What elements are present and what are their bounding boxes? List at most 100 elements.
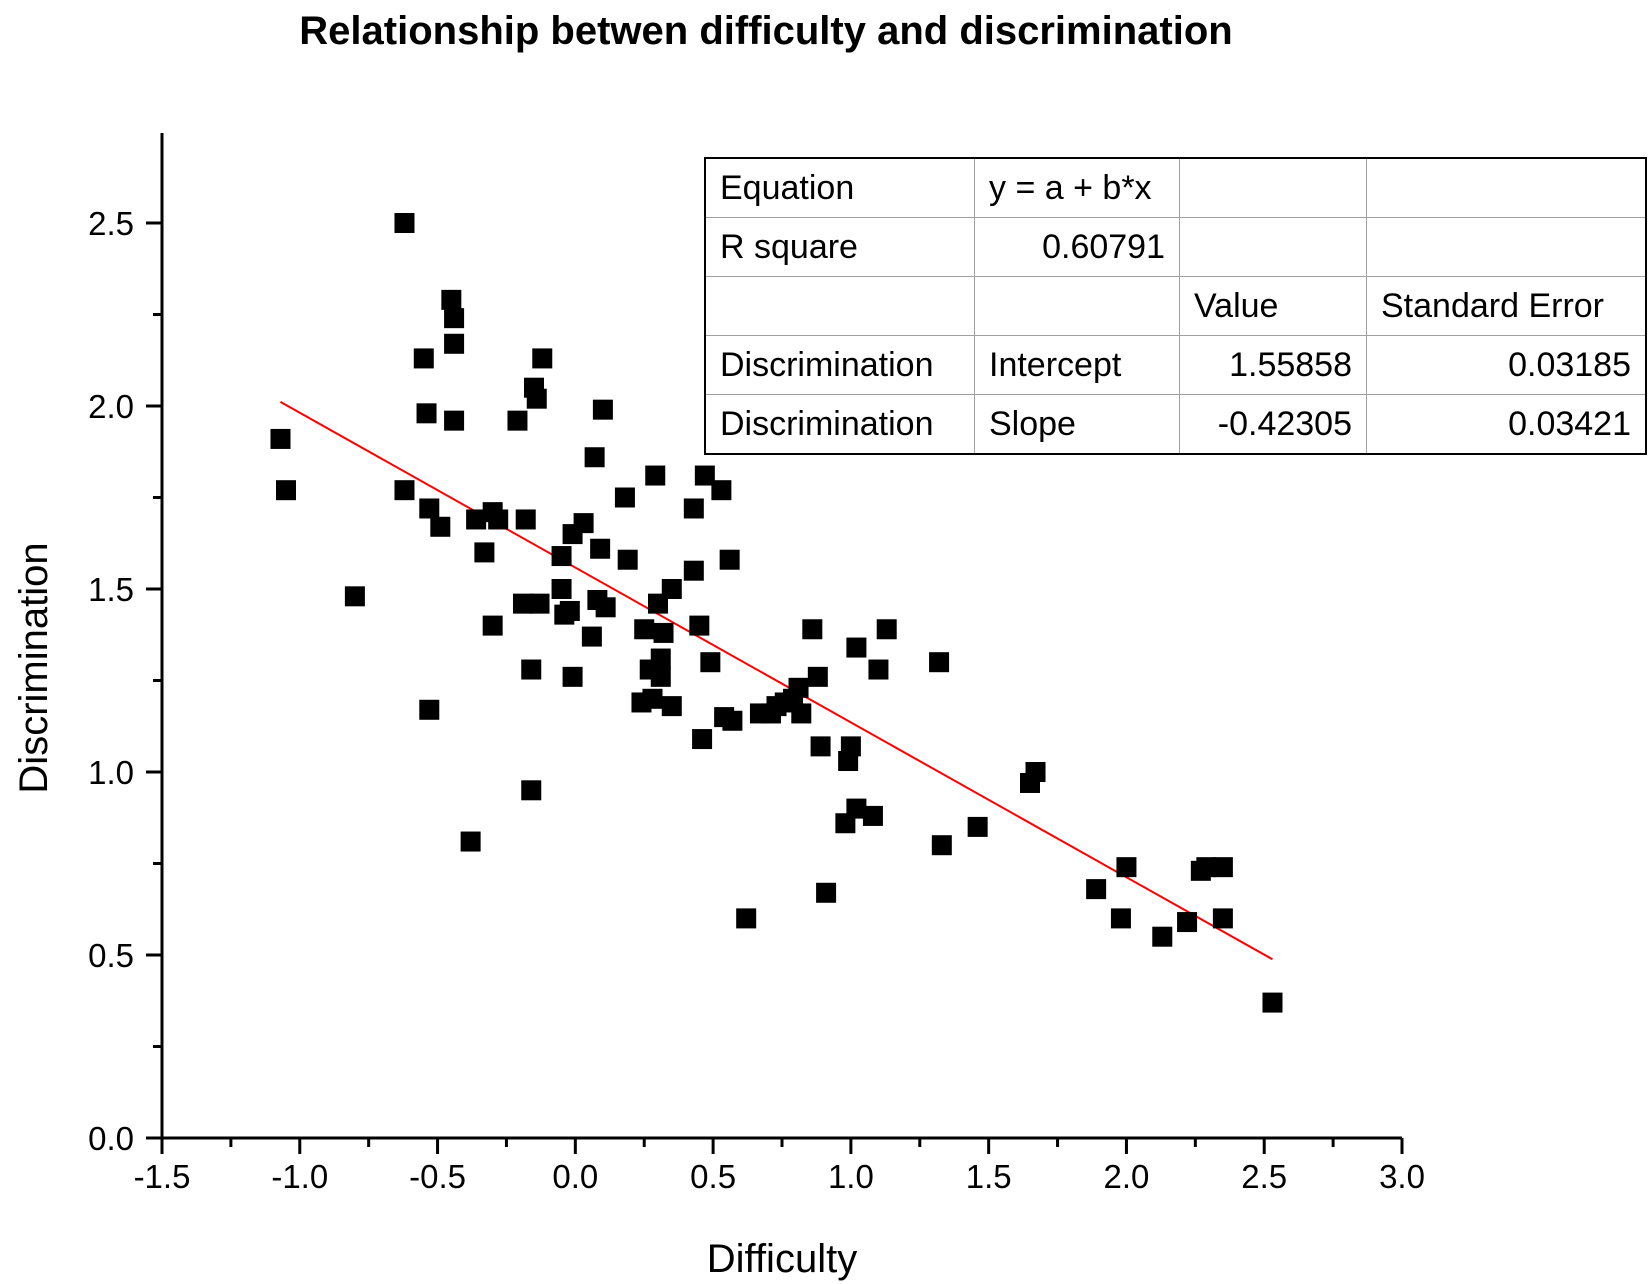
data-point [1262,992,1283,1013]
data-point [650,666,671,687]
data-point [1152,926,1173,947]
data-point [614,487,635,508]
y-tick-label: 0.0 [88,1120,134,1157]
data-point [430,516,451,537]
data-point [617,549,638,570]
table-cell [1179,217,1367,277]
data-point [444,410,465,431]
table-header-cell: Value [1179,276,1367,336]
data-point [1196,857,1217,878]
table-cell: 0.03421 [1366,394,1647,455]
x-tick-label: -0.5 [409,1158,466,1195]
data-point [512,593,533,614]
data-point [474,542,495,563]
data-point [634,619,655,640]
data-point [736,908,757,929]
data-point [441,289,462,310]
data-point [394,480,415,501]
data-point [661,696,682,717]
y-tick-label: 1.0 [88,754,134,791]
data-point [711,480,732,501]
data-point [521,659,542,680]
data-point [1177,912,1198,933]
table-row: Equation y = a + b*x [704,157,1647,218]
x-tick-label: -1.0 [271,1158,328,1195]
data-point [482,615,503,636]
data-point [810,736,831,757]
data-point [344,586,365,607]
data-point [532,348,553,369]
data-point [788,677,809,698]
data-point [590,538,611,559]
data-point [562,666,583,687]
data-point [276,480,296,501]
data-point [1116,857,1137,878]
data-point [719,549,740,570]
data-point [526,388,547,409]
data-point [416,403,437,424]
y-tick-label: 1.5 [88,571,134,608]
table-cell: Discrimination [704,335,975,395]
data-point [529,593,550,614]
table-header-cell: Standard Error [1366,276,1647,336]
data-point [862,805,883,826]
data-point [846,637,867,658]
data-point [1110,908,1131,929]
table-row: R square 0.60791 [704,217,1647,277]
data-point [419,498,440,519]
table-cell [704,276,975,336]
data-point [444,333,465,354]
data-point [722,710,743,731]
data-point [840,736,861,757]
data-point [683,498,704,519]
data-point [1086,879,1107,900]
regression-stats-table: Equation y = a + b*x R square 0.60791 Va… [704,157,1647,455]
x-tick-label: 1.5 [966,1158,1012,1195]
data-point [1212,908,1233,929]
data-point [1025,762,1046,782]
data-point [444,308,465,329]
data-point [1212,857,1233,878]
linear-fit-line [279,401,1273,961]
data-point [507,410,528,431]
data-point [521,780,542,801]
table-row: Value Standard Error [704,276,1647,336]
data-point [642,688,663,709]
table-cell: -0.42305 [1179,394,1367,455]
table-cell: 1.55858 [1179,335,1367,395]
data-point [931,835,952,856]
data-point [692,729,713,750]
x-tick-label: 3.0 [1379,1158,1425,1195]
data-point [551,546,572,567]
data-point [816,882,837,903]
table-cell [1366,157,1647,218]
data-point [584,447,605,468]
x-tick-label: 2.0 [1104,1158,1150,1195]
table-cell: 0.60791 [974,217,1180,277]
table-cell [1366,217,1647,277]
table-row: Discrimination Intercept 1.55858 0.03185 [704,335,1647,395]
data-point [694,465,715,486]
data-point [650,648,671,669]
table-cell: Slope [974,394,1180,455]
y-tick-label: 0.5 [88,937,134,974]
data-point [394,213,415,233]
data-point [876,619,897,640]
data-points [270,213,1283,1013]
data-point [559,600,580,621]
x-tick-label: -1.5 [134,1158,191,1195]
data-point [802,619,823,640]
data-point [807,666,828,687]
table-row: Discrimination Slope -0.42305 0.03421 [704,394,1647,455]
table-cell: Equation [704,157,975,218]
y-tick-label: 2.0 [88,388,134,425]
x-tick-label: 0.0 [552,1158,598,1195]
data-point [645,465,666,486]
data-point [573,513,594,534]
table-cell [974,276,1180,336]
table-cell: Discrimination [704,394,975,455]
x-axis-label: Difficulty [707,1237,857,1281]
x-tick-label: 1.0 [828,1158,874,1195]
data-point [683,560,704,581]
data-point [488,509,509,530]
